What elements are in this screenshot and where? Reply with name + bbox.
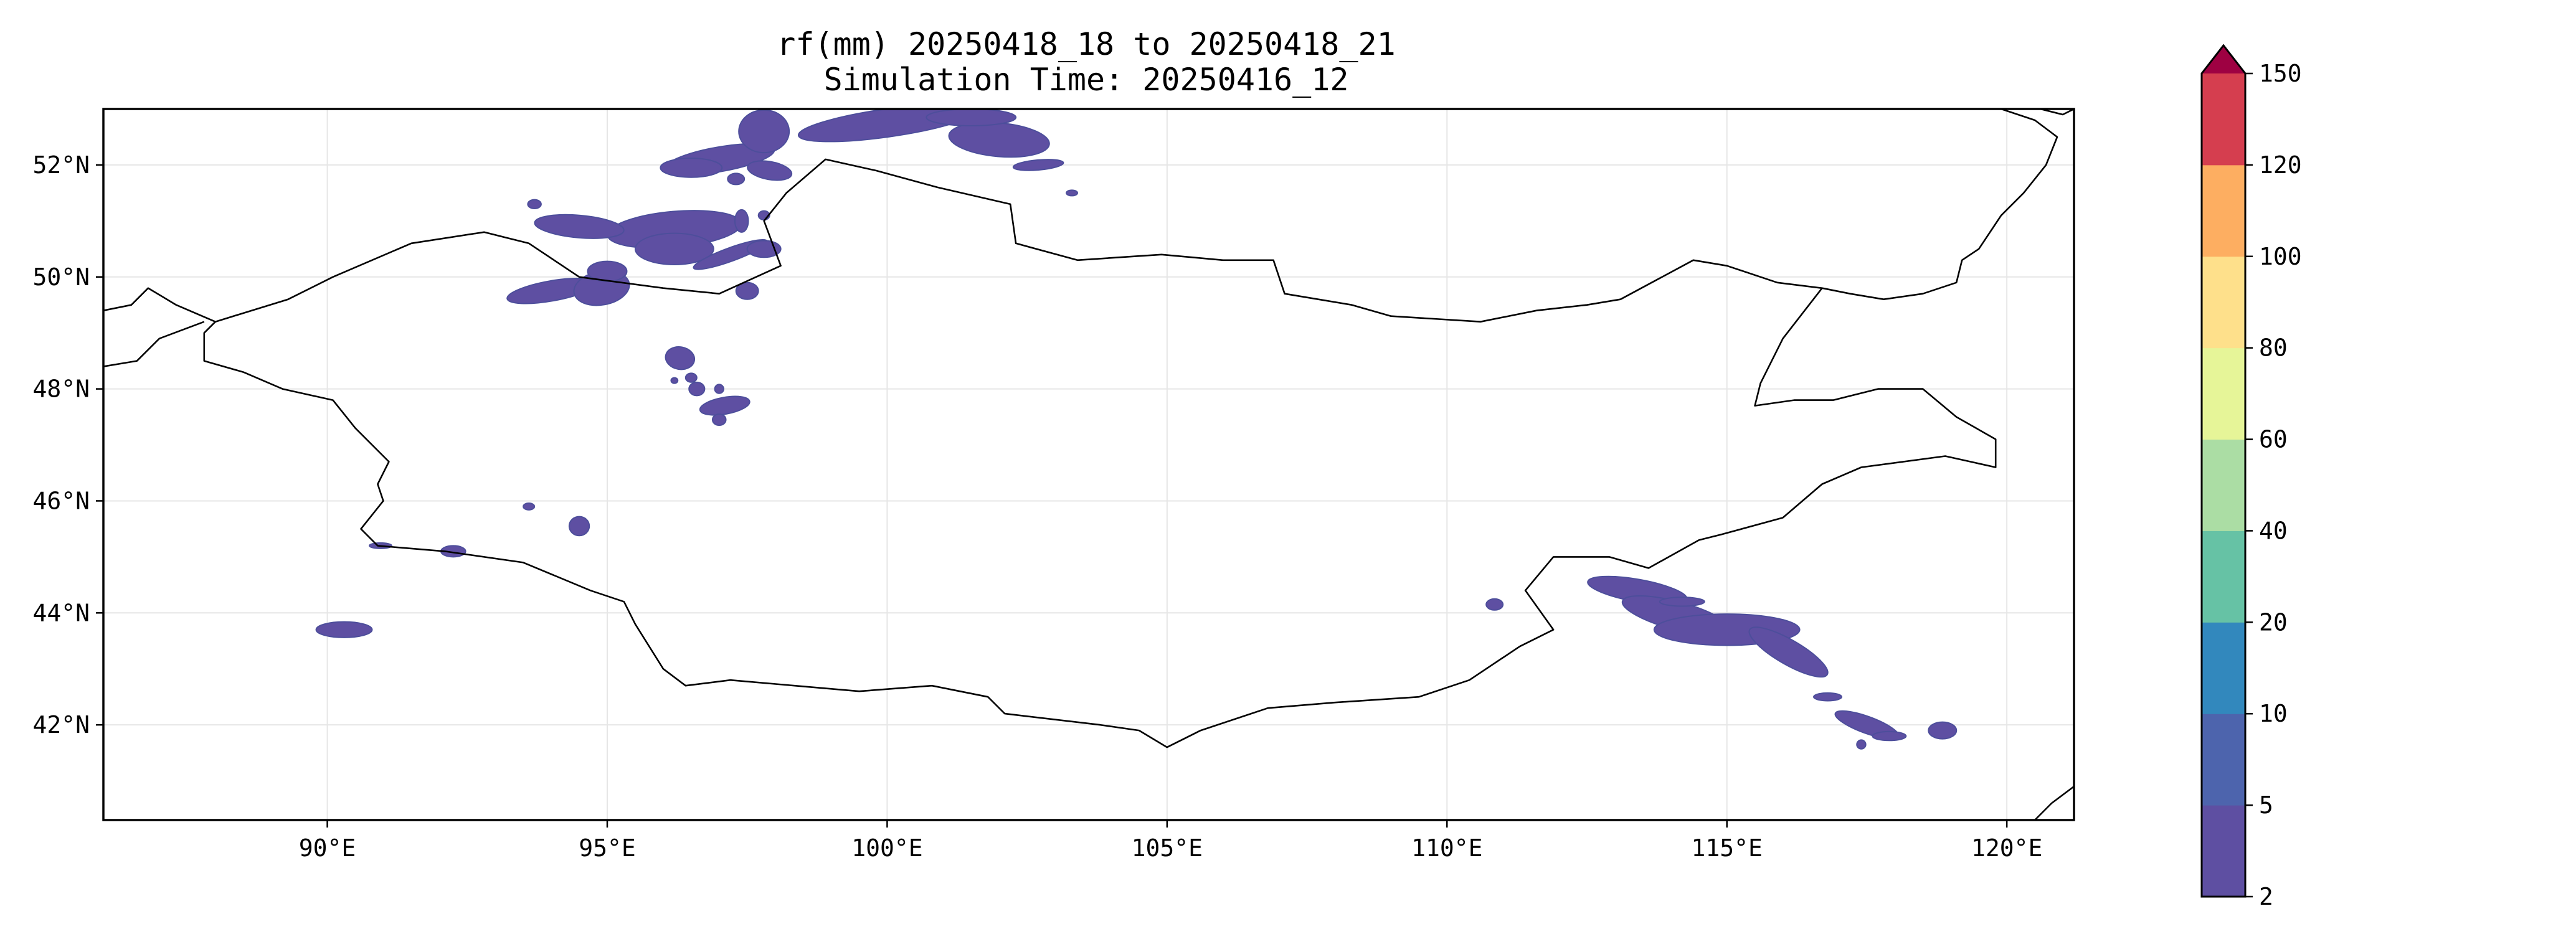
rain-area xyxy=(747,160,793,181)
rain-area xyxy=(670,377,679,384)
rain-area xyxy=(926,109,1017,126)
lon-tick-label: 120°E xyxy=(1971,834,2042,862)
rain-area xyxy=(523,502,536,511)
colorbar-segment xyxy=(2202,714,2245,806)
colorbar-tick-label: 80 xyxy=(2259,334,2288,362)
rain-area xyxy=(727,172,746,186)
border-line-3 xyxy=(103,321,205,367)
lat-tick-label: 52°N xyxy=(32,151,90,179)
lon-tick-label: 100°E xyxy=(851,834,922,862)
colorbar-segment xyxy=(2202,256,2245,349)
rainfall-layer xyxy=(315,109,1958,750)
latitude-axis: 52°N 50°N 48°N 46°N 44°N 42°N xyxy=(32,151,103,738)
lon-tick-label: 90°E xyxy=(299,834,356,862)
rain-area xyxy=(688,381,706,397)
country-borders xyxy=(103,109,2074,820)
rain-area xyxy=(665,346,696,370)
lat-tick-label: 42°N xyxy=(32,711,90,738)
rain-area xyxy=(315,621,373,638)
colorbar-tick-label: 150 xyxy=(2259,60,2302,87)
lat-tick-label: 50°N xyxy=(32,263,90,291)
rain-area xyxy=(534,214,625,239)
map-title-line1: rf(mm) 20250418_18 to 20250418_21 xyxy=(777,26,1395,62)
colorbar-segment xyxy=(2202,439,2245,531)
colorbar-segment xyxy=(2202,805,2245,897)
gridlines xyxy=(103,109,2074,820)
colorbar-extend-max xyxy=(2202,45,2245,73)
colorbar-segment xyxy=(2202,622,2245,714)
border-line-1 xyxy=(203,287,1997,748)
lat-tick-label: 44°N xyxy=(32,599,90,626)
map-title-line2: Simulation Time: 20250416_12 xyxy=(824,62,1349,98)
colorbar-tick-label: 5 xyxy=(2259,791,2273,819)
border-line-4 xyxy=(1822,109,2058,300)
rain-area xyxy=(660,158,723,178)
lon-tick-label: 110°E xyxy=(1411,834,1482,862)
lon-tick-label: 105°E xyxy=(1132,834,1203,862)
border-line-5 xyxy=(2034,785,2074,820)
colorbar: 2 5 10 20 40 60 80 100 120 150 xyxy=(2200,44,2302,910)
rain-area xyxy=(1012,159,1064,171)
rain-area xyxy=(527,199,542,210)
colorbar-tick-label: 40 xyxy=(2259,517,2288,544)
map-frame xyxy=(102,108,2075,821)
rain-area xyxy=(684,372,698,383)
rain-area xyxy=(734,209,749,233)
colorbar-tick-label: 20 xyxy=(2259,608,2288,636)
rain-area xyxy=(1813,692,1842,702)
colorbar-segment xyxy=(2202,164,2245,257)
rain-area xyxy=(1659,597,1705,607)
colorbar-tick-label: 60 xyxy=(2259,426,2288,453)
rain-area xyxy=(711,413,727,427)
rain-area xyxy=(634,232,714,265)
rain-area xyxy=(735,281,759,300)
map-background xyxy=(103,109,2074,820)
rain-area xyxy=(699,395,751,416)
colorbar-outline xyxy=(2200,44,2247,898)
rain-area xyxy=(714,384,724,394)
lat-tick-label: 46°N xyxy=(32,487,90,514)
colorbar-segment xyxy=(2202,347,2245,440)
rain-area xyxy=(1928,721,1958,740)
rain-area xyxy=(1066,189,1079,197)
border-line-2 xyxy=(103,287,216,323)
colorbar-tick-label: 100 xyxy=(2259,243,2302,270)
colorbar-tick-label: 120 xyxy=(2259,151,2302,179)
rain-area xyxy=(568,516,590,537)
lon-tick-label: 95°E xyxy=(579,834,636,862)
colorbar-segment xyxy=(2202,531,2245,623)
lon-tick-label: 115°E xyxy=(1692,834,1763,862)
border-line-6 xyxy=(2040,109,2074,116)
border-line-0 xyxy=(215,158,1822,323)
rain-area xyxy=(1856,739,1867,750)
longitude-axis: 90°E 95°E 100°E 105°E 110°E 115°E 120°E xyxy=(299,820,2042,862)
map-plot-area xyxy=(102,108,2075,821)
rain-area xyxy=(738,109,790,154)
rain-area xyxy=(1485,598,1504,611)
rain-area xyxy=(746,240,782,258)
rain-area xyxy=(1872,730,1907,742)
lat-tick-label: 48°N xyxy=(32,375,90,403)
rain-area xyxy=(1748,626,1829,678)
colorbar-tick-label: 2 xyxy=(2259,883,2273,910)
colorbar-segment xyxy=(2202,73,2245,166)
colorbar-tick-label: 10 xyxy=(2259,700,2288,727)
